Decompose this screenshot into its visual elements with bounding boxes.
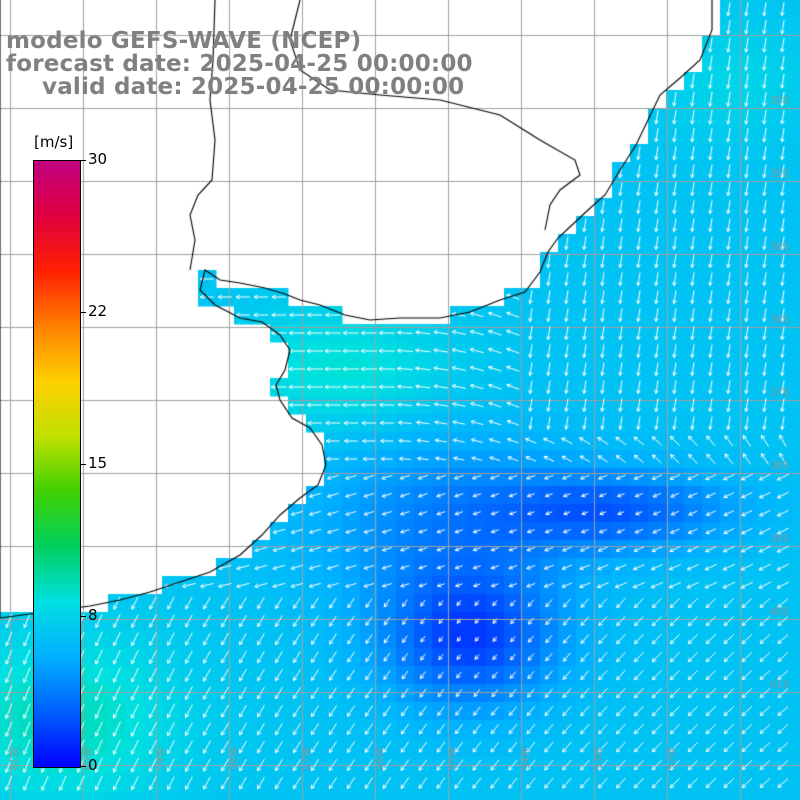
- legend-label-0: 0: [88, 756, 98, 774]
- legend-tick: [80, 616, 86, 617]
- legend-label-22: 22: [88, 302, 108, 320]
- title-model: modelo GEFS-WAVE (NCEP): [6, 28, 362, 54]
- legend-tick: [80, 312, 86, 313]
- legend-tick: [80, 464, 86, 465]
- legend-label-30: 30: [88, 150, 108, 168]
- title-valid-date: valid date: 2025-04-25 00:00:00: [42, 74, 465, 100]
- legend-tick: [80, 160, 86, 161]
- legend-unit: [m/s]: [34, 133, 74, 151]
- legend-label-15: 15: [88, 454, 108, 472]
- legend-tick: [80, 766, 86, 767]
- legend-label-8: 8: [88, 606, 98, 624]
- legend-colorbar: [33, 160, 81, 768]
- title-forecast-date: forecast date: 2025-04-25 00:00:00: [6, 51, 473, 77]
